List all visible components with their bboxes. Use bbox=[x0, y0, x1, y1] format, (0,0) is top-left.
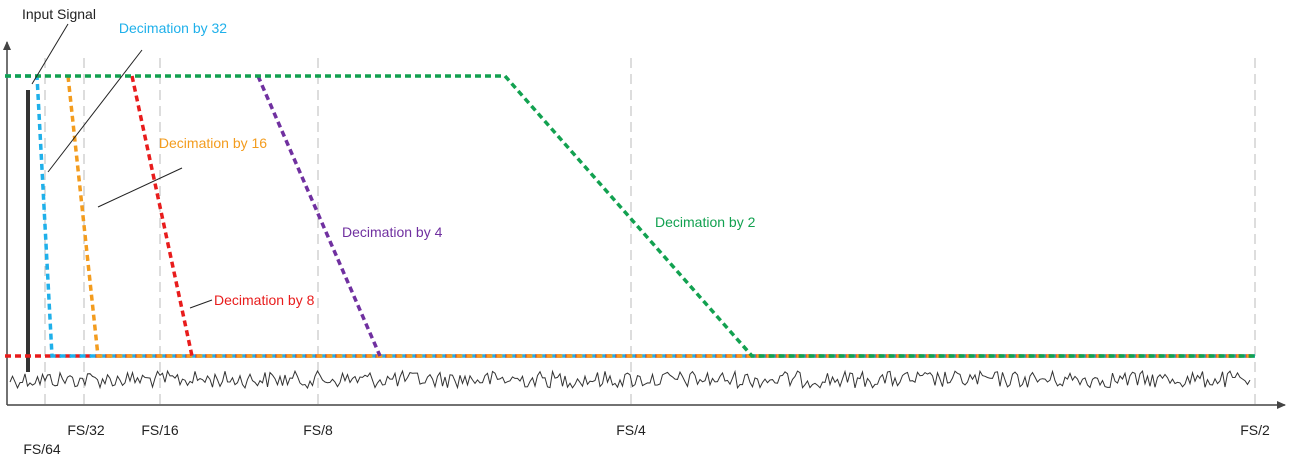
noise-floor bbox=[9, 369, 1251, 390]
x-label: FS/8 bbox=[303, 422, 333, 438]
x-label: FS/16 bbox=[141, 422, 179, 438]
guide-lines bbox=[44, 58, 1256, 405]
x-label: FS/64 bbox=[23, 441, 61, 457]
filter-4 bbox=[256, 75, 382, 357]
x-label: FS/32 bbox=[67, 422, 105, 438]
decimation-16-label: Decimation by 16 bbox=[158, 135, 268, 151]
input-signal-label: Input Signal bbox=[22, 6, 96, 22]
filter-responses bbox=[5, 74, 1255, 358]
leader-lines bbox=[31, 23, 213, 309]
filter-8 bbox=[130, 75, 194, 357]
x-label: FS/2 bbox=[1240, 422, 1270, 438]
filter-32 bbox=[5, 74, 1255, 358]
decimation-2-label: Decimation by 2 bbox=[655, 214, 756, 230]
decimation-8-label: Decimation by 8 bbox=[214, 292, 315, 308]
x-label: FS/4 bbox=[616, 422, 646, 438]
decimation-4-label: Decimation by 4 bbox=[342, 224, 443, 240]
decimation-32-label: Decimation by 32 bbox=[118, 20, 228, 36]
filter-2 bbox=[5, 74, 1255, 358]
